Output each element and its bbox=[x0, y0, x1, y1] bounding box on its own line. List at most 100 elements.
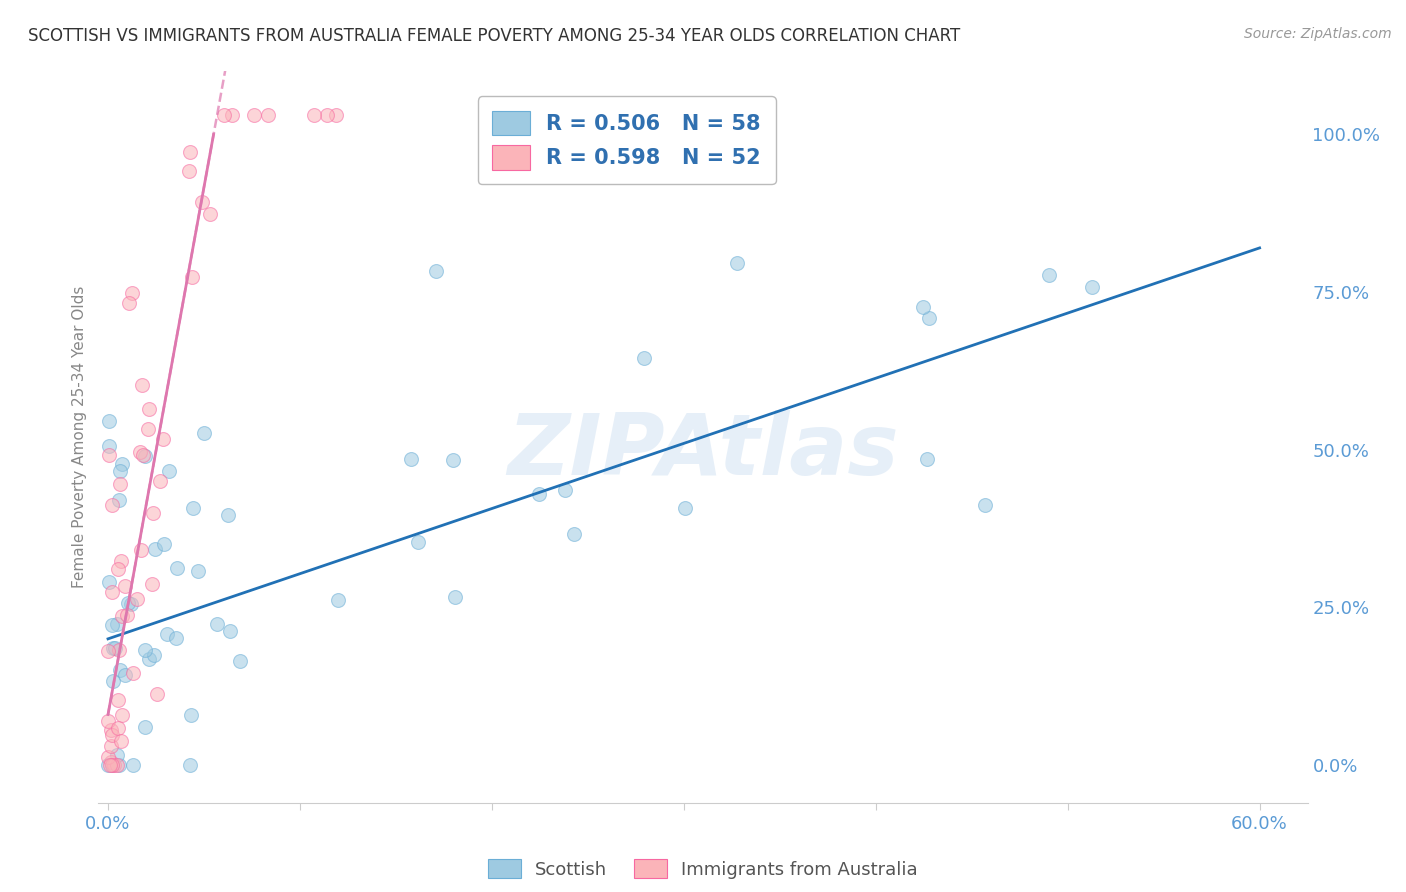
Point bbox=[148, 474, 170, 488]
Point bbox=[107, 758, 129, 772]
Point bbox=[143, 541, 166, 556]
Point bbox=[1081, 280, 1104, 294]
Point bbox=[229, 654, 252, 668]
Point bbox=[110, 477, 132, 491]
Point bbox=[166, 561, 188, 575]
Point bbox=[105, 758, 128, 772]
Point bbox=[101, 758, 124, 772]
Point bbox=[191, 195, 214, 210]
Point bbox=[101, 640, 124, 655]
Point bbox=[165, 631, 187, 645]
Point bbox=[399, 452, 422, 467]
Point bbox=[114, 667, 136, 681]
Point bbox=[118, 295, 141, 310]
Point bbox=[918, 310, 941, 325]
Point bbox=[198, 207, 221, 221]
Point bbox=[100, 739, 122, 753]
Point bbox=[915, 452, 938, 467]
Point bbox=[134, 449, 156, 463]
Point bbox=[131, 448, 153, 462]
Point bbox=[564, 527, 586, 541]
Point bbox=[193, 425, 215, 440]
Point bbox=[136, 422, 159, 436]
Point bbox=[326, 592, 349, 607]
Point bbox=[527, 487, 550, 501]
Point bbox=[101, 618, 124, 632]
Point bbox=[111, 457, 134, 471]
Point bbox=[186, 564, 208, 578]
Point bbox=[110, 465, 132, 479]
Point bbox=[108, 643, 131, 657]
Point bbox=[180, 708, 202, 723]
Text: SCOTTISH VS IMMIGRANTS FROM AUSTRALIA FEMALE POVERTY AMONG 25-34 YEAR OLDS CORRE: SCOTTISH VS IMMIGRANTS FROM AUSTRALIA FE… bbox=[28, 27, 960, 45]
Point bbox=[108, 663, 131, 677]
Point bbox=[115, 608, 138, 623]
Point bbox=[101, 584, 124, 599]
Point bbox=[134, 720, 156, 734]
Point bbox=[100, 755, 122, 769]
Point bbox=[131, 378, 153, 392]
Point bbox=[122, 758, 145, 772]
Point bbox=[98, 574, 121, 589]
Point bbox=[554, 483, 576, 497]
Point bbox=[97, 448, 120, 462]
Point bbox=[221, 108, 243, 122]
Point bbox=[725, 256, 748, 270]
Point bbox=[325, 108, 347, 122]
Y-axis label: Female Poverty Among 25-34 Year Olds: Female Poverty Among 25-34 Year Olds bbox=[72, 286, 87, 588]
Point bbox=[97, 714, 120, 728]
Point bbox=[242, 108, 264, 122]
Point bbox=[107, 492, 129, 507]
Point bbox=[97, 750, 120, 764]
Point bbox=[100, 758, 122, 772]
Point bbox=[217, 508, 239, 522]
Point bbox=[97, 644, 120, 658]
Point bbox=[100, 499, 122, 513]
Point bbox=[181, 501, 204, 516]
Point bbox=[98, 439, 121, 453]
Point bbox=[142, 506, 165, 520]
Point bbox=[97, 758, 120, 772]
Point bbox=[157, 464, 180, 478]
Point bbox=[138, 401, 160, 416]
Point bbox=[219, 624, 242, 639]
Point bbox=[107, 721, 129, 735]
Point bbox=[114, 579, 136, 593]
Point bbox=[911, 300, 934, 314]
Point bbox=[138, 652, 160, 666]
Point bbox=[441, 452, 464, 467]
Point bbox=[98, 414, 121, 428]
Point bbox=[107, 562, 129, 576]
Point bbox=[141, 577, 163, 591]
Point bbox=[153, 537, 176, 551]
Point bbox=[129, 543, 152, 558]
Point bbox=[425, 264, 447, 278]
Point bbox=[673, 500, 696, 515]
Point bbox=[103, 758, 125, 772]
Point bbox=[122, 666, 145, 681]
Point bbox=[145, 687, 167, 701]
Point bbox=[134, 643, 156, 657]
Point bbox=[125, 591, 148, 606]
Point bbox=[257, 108, 280, 122]
Legend: Scottish, Immigrants from Australia: Scottish, Immigrants from Australia bbox=[481, 852, 925, 886]
Point bbox=[156, 627, 179, 641]
Point bbox=[121, 286, 143, 301]
Point bbox=[111, 708, 134, 723]
Point bbox=[117, 597, 139, 611]
Point bbox=[110, 734, 132, 748]
Point bbox=[177, 163, 200, 178]
Point bbox=[181, 270, 204, 285]
Point bbox=[406, 535, 429, 549]
Text: ZIPAtlas: ZIPAtlas bbox=[508, 410, 898, 493]
Point bbox=[212, 108, 235, 122]
Point bbox=[107, 693, 129, 707]
Point bbox=[111, 608, 134, 623]
Point bbox=[143, 648, 166, 663]
Point bbox=[633, 351, 655, 366]
Point bbox=[105, 747, 128, 762]
Point bbox=[129, 444, 152, 458]
Point bbox=[110, 554, 132, 568]
Point bbox=[302, 108, 325, 122]
Point bbox=[100, 723, 122, 737]
